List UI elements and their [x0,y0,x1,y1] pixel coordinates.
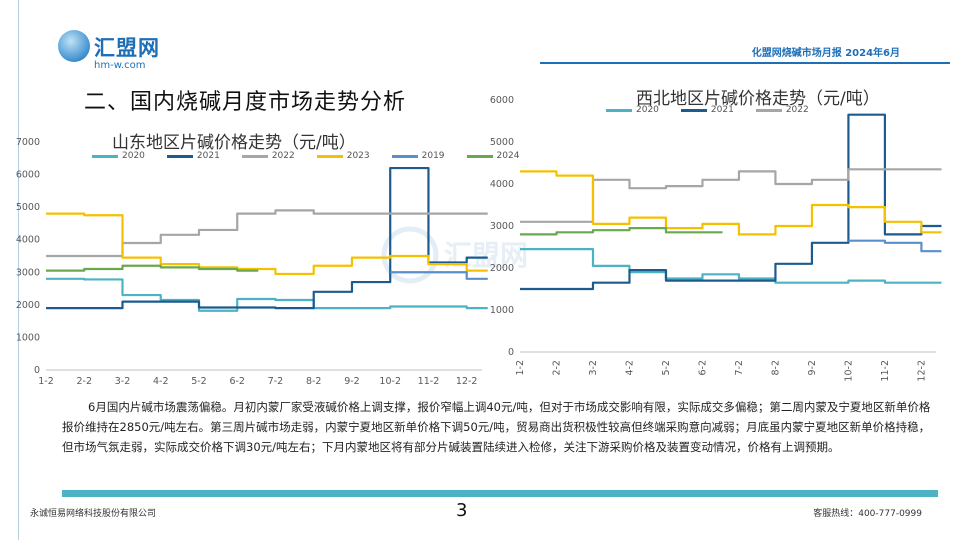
chart-right-legend: 2020 2021 2022 [606,105,831,115]
series-line-2022 [520,168,942,223]
x-tick-label: 6-2 [697,360,708,376]
x-tick-label: 10-2 [843,360,854,382]
x-tick-label: 7-2 [734,360,745,376]
legend-label: 2020 [122,151,145,161]
series-line-2019 [848,239,942,253]
chart-left-legend: 2020 2021 2022 2023 2019 2024 [92,151,541,161]
logo-icon [58,30,90,62]
header-divider [540,62,950,64]
x-tick-label: 7-2 [268,376,284,387]
x-tick-label: 8-2 [306,376,322,387]
x-tick-label: 11-2 [880,360,891,382]
chart-left-title: 山东地区片碱价格走势（元/吨） [112,133,356,153]
x-tick-label: 10-2 [379,376,401,387]
logo-url: hm-w.com [94,60,146,71]
series-line-2024 [520,227,723,236]
x-tick-label: 2-2 [551,360,562,376]
y-tick-label: 6000 [16,170,40,181]
y-tick-label: 5000 [490,137,514,148]
legend-label: 2022 [271,151,295,161]
legend-item-2022: 2022 [755,105,809,115]
legend-swatch [316,154,343,158]
y-tick-label: 2000 [16,300,40,311]
legend-label: 2024 [496,151,520,161]
page-number: 3 [456,500,468,521]
x-tick-label: 11-2 [418,376,440,387]
legend-label: 2022 [785,105,809,115]
legend-item-2022: 2022 [241,151,295,161]
legend-item-2019: 2019 [391,151,445,161]
legend-swatch [241,154,268,158]
x-tick-label: 9-2 [807,360,818,376]
y-tick-label: 3000 [16,267,40,278]
y-tick-label: 0 [34,365,40,376]
logo-name: 汇盟网 [94,36,160,60]
legend-item-2020: 2020 [92,151,145,161]
series-line-2020 [46,277,488,312]
legend-item-2024: 2024 [466,151,520,161]
series-line-2021 [46,166,488,310]
y-tick-label: 1000 [16,332,40,343]
y-tick-label: 3000 [490,221,514,232]
legend-item-2023: 2023 [316,151,370,161]
left-frame-border [0,0,19,540]
x-tick-label: 9-2 [344,376,360,387]
legend-swatch [466,154,493,158]
series-line-2024 [46,264,259,272]
x-tick-label: 8-2 [770,360,781,376]
legend-swatch [606,108,632,112]
y-tick-label: 4000 [490,179,514,190]
legend-label: 2019 [421,151,445,161]
legend-label: 2021 [710,105,734,115]
section-title: 二、国内烧碱月度市场走势分析 [84,90,407,115]
x-tick-label: 3-2 [115,376,131,387]
series-line-2023 [46,212,488,276]
series-line-2019 [390,271,488,280]
report-title: 化盟网烧碱市场月报 2024年6月 [751,48,900,59]
legend-label: 2023 [346,151,370,161]
customer-hotline: 客服热线：400-777-0999 [813,509,922,519]
y-tick-label: 0 [508,347,514,358]
x-tick-label: 12-2 [916,360,927,382]
x-tick-label: 4-2 [624,360,635,376]
x-tick-label: 5-2 [661,360,672,376]
x-tick-label: 12-2 [456,376,478,387]
y-tick-label: 7000 [16,137,40,148]
watermark-text: 汇盟网 [444,239,528,272]
footer-accent-bar [62,490,938,497]
legend-item-2021: 2021 [166,151,220,161]
x-tick-label: 6-2 [229,376,245,387]
chart-right-title: 西北地区片碱价格走势（元/吨） [636,89,880,109]
x-tick-label: 1-2 [38,376,54,387]
legend-label: 2021 [196,151,220,161]
y-tick-label: 2000 [490,263,514,274]
x-tick-label: 1-2 [515,360,526,376]
y-tick-label: 6000 [490,95,514,106]
legend-swatch [680,108,707,112]
analysis-paragraph: 6月国内片碱市场震荡偏稳。月初内蒙厂家受液碱价格上调支撑，报价窄幅上调40元/吨… [62,400,931,454]
x-tick-label: 2-2 [76,376,92,387]
legend-swatch [166,154,193,158]
x-tick-label: 4-2 [153,376,169,387]
x-tick-label: 5-2 [191,376,207,387]
watermark-logo-icon [381,226,439,284]
y-tick-label: 4000 [16,235,40,246]
legend-item-2020: 2020 [606,105,659,115]
series-line-2020 [520,248,942,284]
legend-swatch [92,154,118,158]
legend-swatch [391,154,418,158]
watermark: 汇盟网 [381,226,528,284]
series-line-2021 [520,113,942,291]
y-tick-label: 1000 [490,305,514,316]
legend-item-2021: 2021 [680,105,734,115]
legend-swatch [755,108,782,112]
y-tick-label: 5000 [16,202,40,213]
legend-label: 2020 [636,105,659,115]
footer-company: 永诚恒易网络科技股份有限公司 [30,509,157,519]
x-tick-label: 3-2 [588,360,599,376]
series-line-2023 [520,170,942,236]
